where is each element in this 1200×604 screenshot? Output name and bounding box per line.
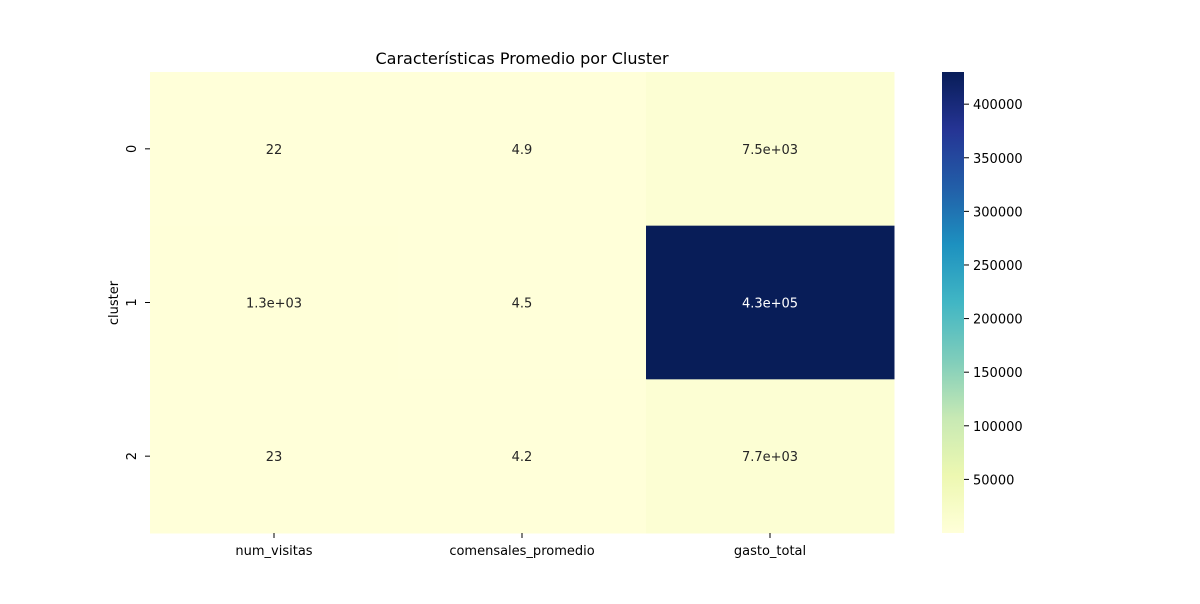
y-tick-label: 2 [125, 452, 140, 460]
heatmap-cell [150, 72, 399, 227]
heatmap-cell [398, 72, 647, 227]
colorbar-tick-label: 350000 [973, 152, 1023, 167]
heatmap-cell [646, 225, 895, 380]
heatmap-cell [150, 379, 399, 534]
heatmap-cell [398, 379, 647, 534]
x-tick-label: num_visitas [235, 544, 312, 559]
colorbar-tick-label: 400000 [973, 98, 1023, 113]
cell-annotation: 1.3e+03 [246, 297, 302, 312]
cell-annotation: 7.7e+03 [742, 450, 798, 465]
colorbar [942, 72, 964, 533]
y-axis-label: cluster [107, 280, 122, 325]
colorbar-tick-label: 300000 [973, 205, 1023, 220]
heatmap-cell [150, 225, 399, 380]
cell-annotation: 7.5e+03 [742, 143, 798, 158]
chart-title: Características Promedio por Cluster [375, 49, 668, 68]
cell-annotation: 23 [266, 450, 283, 465]
cell-annotation: 22 [266, 143, 283, 158]
y-tick-label: 1 [125, 298, 140, 306]
colorbar-tick-label: 150000 [973, 366, 1023, 381]
colorbar-tick-label: 50000 [973, 473, 1014, 488]
cell-annotation: 4.9 [512, 143, 533, 158]
y-axis-ticks: 0 1 2 [125, 145, 150, 460]
colorbar-ticks: 50000 100000 150000 200000 250000 300000 35000… [964, 98, 1023, 488]
x-tick-label: gasto_total [734, 544, 806, 559]
x-axis-ticks: num_visitas comensales_promedio gasto_tota… [235, 533, 806, 559]
cell-annotation: 4.2 [512, 450, 533, 465]
colorbar-tick-label: 200000 [973, 313, 1023, 328]
colorbar-tick-label: 100000 [973, 420, 1023, 435]
heatmap-annotations: 22 4.9 7.5e+03 1.3e+03 4.5 4.3e+05 23 4.2 7.7e+0… [246, 143, 798, 465]
heatmap-cell [646, 379, 895, 534]
heatmap-cells [150, 72, 895, 534]
y-tick-label: 0 [125, 145, 140, 153]
heatmap-cell [646, 72, 895, 227]
heatmap-cell [398, 225, 647, 380]
cell-annotation: 4.5 [512, 297, 533, 312]
cell-annotation: 4.3e+05 [742, 297, 798, 312]
colorbar-tick-label: 250000 [973, 259, 1023, 274]
x-tick-label: comensales_promedio [449, 544, 594, 559]
